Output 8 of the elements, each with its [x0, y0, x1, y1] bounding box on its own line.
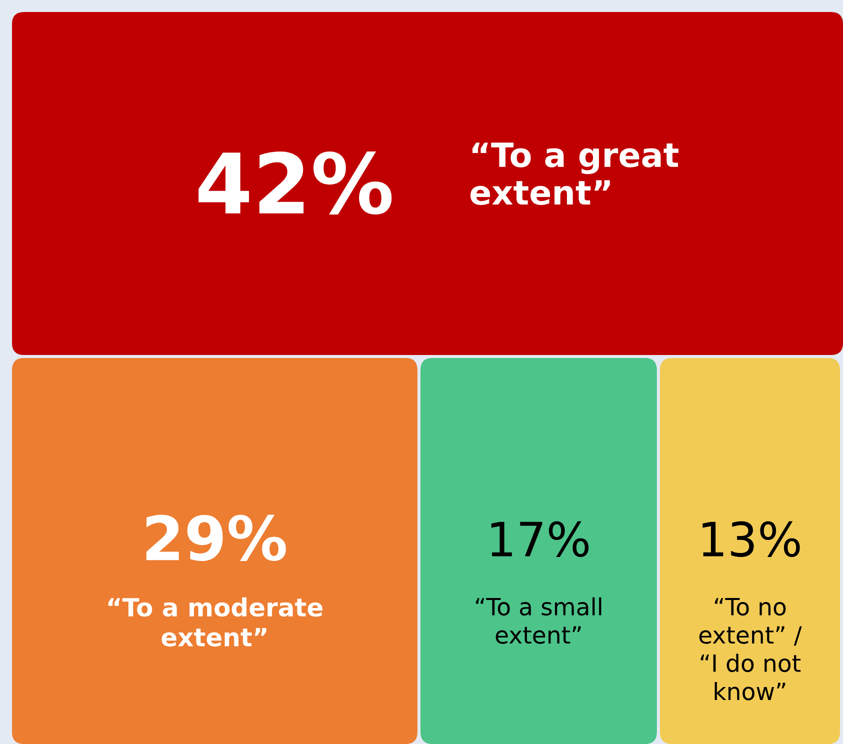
data-label: 29% [146, 514, 286, 562]
category-label: “To a small extent” [476, 597, 602, 644]
data-label: 42% [198, 152, 392, 215]
data-label: 13% [702, 521, 800, 557]
category-label: “To no extent” / “I do not know” [699, 598, 802, 700]
data-label: 17% [491, 521, 589, 557]
category-label: “To a great extent” [470, 142, 678, 205]
category-label: “To a moderate extent” [108, 597, 322, 647]
